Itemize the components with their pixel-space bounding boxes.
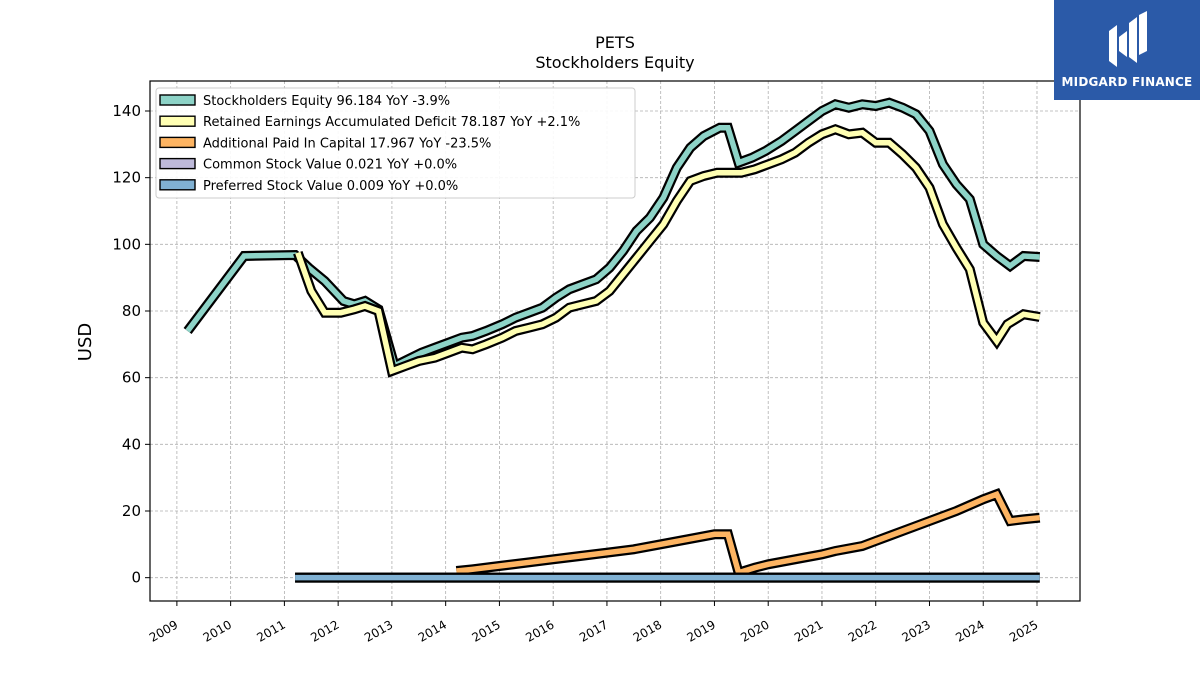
y-tick-label: 120 (112, 169, 141, 187)
series-line (456, 490, 1040, 577)
legend-swatch (159, 94, 196, 106)
y-axis: 0 20 40 60 80 100 120 140 (112, 102, 150, 587)
x-tick-label: 2014 (416, 617, 449, 644)
legend-label: Stockholders Equity 96.184 YoY -3.9% (203, 94, 450, 109)
x-tick-label: 2020 (738, 617, 771, 644)
x-axis: 2009 2010 2011 2012 2013 2014 2015 2016 2017 2018… (147, 601, 1040, 645)
chart-title: PETS (595, 33, 635, 52)
x-tick-label: 2009 (147, 617, 180, 644)
x-tick-label: 2021 (792, 617, 825, 644)
chart-subtitle: Stockholders Equity (535, 53, 694, 72)
x-tick-label: 2016 (523, 617, 556, 644)
midgard-logo-icon (1109, 11, 1147, 67)
y-tick-label: 140 (112, 102, 141, 120)
legend-swatch (159, 136, 196, 149)
logo-text: MIDGARD FINANCE (1061, 75, 1193, 89)
series-retained-earnings-accumulated-deficit (293, 123, 1041, 378)
legend: Stockholders Equity 96.184 YoY -3.9% Reta… (155, 87, 636, 199)
x-tick-label: 2022 (846, 617, 879, 644)
x-tick-label: 2024 (953, 617, 986, 644)
legend-swatch (159, 179, 196, 191)
midgard-finance-logo: MIDGARD FINANCE (1054, 0, 1200, 100)
y-tick-label: 80 (122, 302, 141, 320)
x-tick-label: 2017 (577, 617, 610, 644)
legend-label: Preferred Stock Value 0.009 YoY +0.0% (203, 179, 458, 194)
y-tick-label: 60 (122, 369, 141, 387)
legend-label: Additional Paid In Capital 17.967 YoY -2… (203, 136, 491, 151)
y-tick-label: 0 (131, 569, 141, 587)
y-tick-label: 20 (122, 502, 141, 520)
x-tick-label: 2013 (362, 617, 395, 644)
x-tick-label: 2015 (469, 617, 502, 644)
x-tick-label: 2011 (254, 617, 287, 644)
legend-swatch (159, 157, 196, 170)
plot-frame (149, 80, 1081, 602)
x-tick-label: 2018 (631, 617, 664, 644)
y-axis-label: USD (75, 323, 96, 361)
x-tick-label: 2010 (201, 617, 234, 644)
x-tick-label: 2025 (1007, 617, 1040, 644)
series-line (295, 126, 1041, 375)
legend-label: Common Stock Value 0.021 YoY +0.0% (203, 158, 457, 173)
x-tick-label: 2019 (684, 617, 717, 644)
legend-label: Retained Earnings Accumulated Deficit 78… (203, 115, 580, 130)
x-tick-label: 2012 (308, 617, 341, 644)
plot-lines (183, 97, 1041, 583)
y-tick-label: 40 (122, 435, 141, 453)
y-tick-label: 100 (112, 235, 141, 253)
legend-swatch (159, 115, 196, 127)
series-additional-paid-in-capital (455, 488, 1041, 579)
x-tick-label: 2023 (900, 617, 933, 644)
legend-box (155, 87, 636, 199)
